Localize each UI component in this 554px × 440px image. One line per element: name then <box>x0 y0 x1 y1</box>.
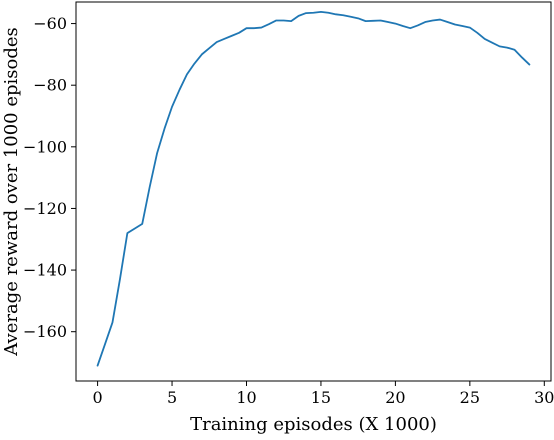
y-tick-label: −60 <box>33 14 67 33</box>
x-tick-label: 20 <box>385 388 405 407</box>
plot-layer <box>96 10 531 367</box>
x-tick-label: 0 <box>92 388 102 407</box>
y-tick-label: −100 <box>23 137 67 156</box>
x-tick-label: 15 <box>311 388 331 407</box>
x-axis-title: Training episodes (X 1000) <box>190 414 437 435</box>
ticks-layer: 0 5 10 15 20 25 30 −160 −140 −120 −100 −80 −60 <box>23 14 554 407</box>
axes-frame <box>75 1 552 382</box>
y-tick-label: −140 <box>23 261 67 280</box>
y-axis-title: Average reward over 1000 episodes <box>1 27 22 357</box>
x-tick-label: 10 <box>236 388 256 407</box>
x-tick-label: 30 <box>534 388 554 407</box>
series-line-0 <box>96 10 531 367</box>
y-tick-label: −160 <box>23 322 67 341</box>
x-tick-label: 25 <box>460 388 480 407</box>
y-tick-label: −120 <box>23 199 67 218</box>
y-tick-label: −80 <box>33 76 67 95</box>
x-tick-label: 5 <box>167 388 177 407</box>
